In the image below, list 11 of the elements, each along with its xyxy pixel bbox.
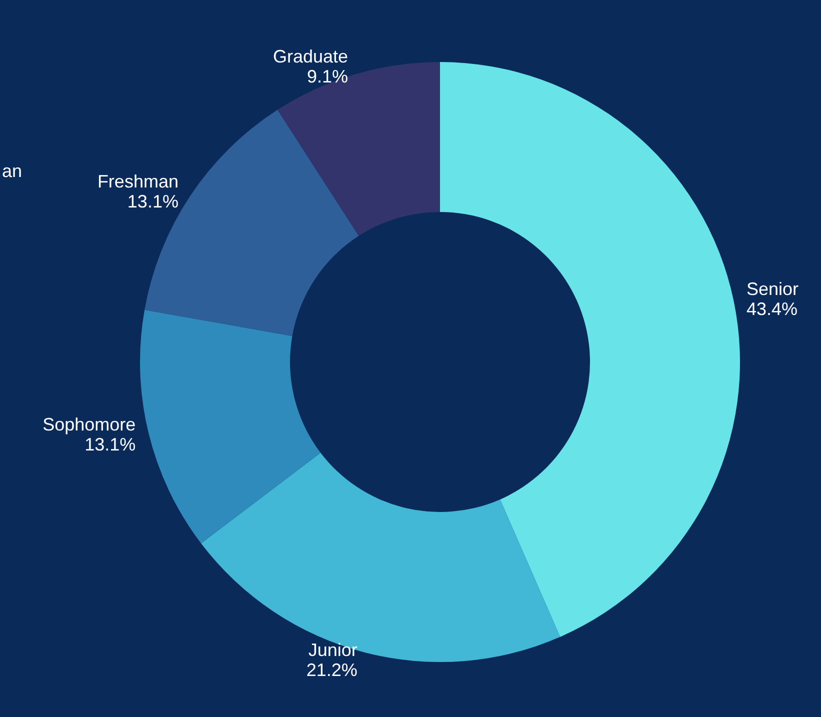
data-label: 9.1% <box>307 66 348 87</box>
slice-label: Graduate <box>272 46 348 67</box>
slice-label: Senior <box>746 279 799 300</box>
data-label: 13.1% <box>84 434 136 454</box>
data-label: 13.1% <box>127 192 178 212</box>
slice-label: Junior <box>308 640 358 660</box>
slice-label: Freshman <box>97 172 178 192</box>
text: an <box>2 161 22 181</box>
slice-label: Sophomore <box>42 414 136 434</box>
data-label: 21.2% <box>306 660 358 680</box>
data-label: 43.4% <box>746 299 798 320</box>
